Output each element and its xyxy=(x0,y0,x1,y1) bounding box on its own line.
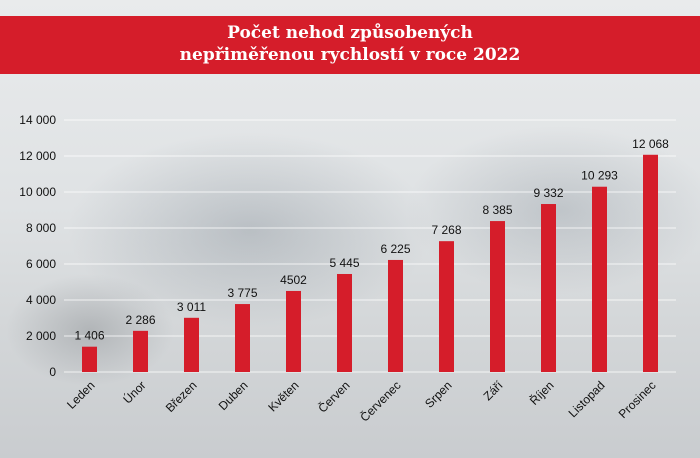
x-tick-label: Březen xyxy=(163,378,200,415)
bar xyxy=(133,330,148,372)
data-label: 5 445 xyxy=(329,256,359,270)
x-tick-label: Duben xyxy=(216,378,251,413)
y-tick-label: 8 000 xyxy=(26,221,56,235)
x-tick-label: Listopad xyxy=(566,378,608,420)
data-label: 6 225 xyxy=(380,242,410,256)
chart-title: Počet nehod způsobených nepřiměřenou ryc… xyxy=(179,23,521,65)
data-label: 10 293 xyxy=(581,169,618,183)
x-tick-label: Prosinec xyxy=(616,378,659,421)
data-label: 2 286 xyxy=(125,313,155,327)
bar xyxy=(592,186,607,372)
x-tick-label: Září xyxy=(481,378,506,403)
bar xyxy=(490,221,505,372)
bar xyxy=(286,290,301,372)
y-tick-label: 12 000 xyxy=(19,149,56,163)
bar xyxy=(82,346,97,372)
data-labels: 1 406 2 286 3 011 3 775 4502 5 445 6 225 7 268 8… xyxy=(74,137,669,343)
bars xyxy=(82,154,658,372)
data-label: 7 268 xyxy=(431,223,461,237)
x-axis-ticks: Leden Únor Březen Duben Květen Červen Červenec… xyxy=(64,378,658,425)
bar xyxy=(235,304,250,372)
data-label: 8 385 xyxy=(482,203,512,217)
bar xyxy=(184,317,199,372)
y-tick-label: 2 000 xyxy=(26,329,56,343)
x-tick-label: Říjen xyxy=(526,378,556,408)
data-label: 4502 xyxy=(280,273,307,287)
title-banner xyxy=(0,16,700,74)
bar xyxy=(439,241,454,372)
y-tick-label: 10 000 xyxy=(19,185,56,199)
bar xyxy=(388,259,403,372)
x-tick-label: Únor xyxy=(120,378,149,407)
y-tick-label: 0 xyxy=(49,365,56,379)
y-tick-label: 6 000 xyxy=(26,257,56,271)
x-tick-label: Srpen xyxy=(422,378,455,411)
y-axis-ticks: 0 2 000 4 000 6 000 8 000 10 000 12 000 14 000 xyxy=(19,113,56,379)
y-tick-label: 4 000 xyxy=(26,293,56,307)
data-label: 12 068 xyxy=(632,137,669,151)
bar xyxy=(337,273,352,372)
data-label: 9 332 xyxy=(533,186,563,200)
x-tick-label: Červen xyxy=(315,378,353,416)
y-tick-label: 14 000 xyxy=(19,113,56,127)
bar xyxy=(643,154,658,372)
data-label: 1 406 xyxy=(74,329,104,343)
x-tick-label: Červenec xyxy=(357,378,404,425)
x-tick-label: Leden xyxy=(64,378,97,411)
bar xyxy=(541,204,556,372)
data-label: 3 775 xyxy=(227,286,257,300)
grid-lines xyxy=(64,119,676,373)
x-tick-label: Květen xyxy=(265,378,301,414)
data-label: 3 011 xyxy=(177,300,206,314)
